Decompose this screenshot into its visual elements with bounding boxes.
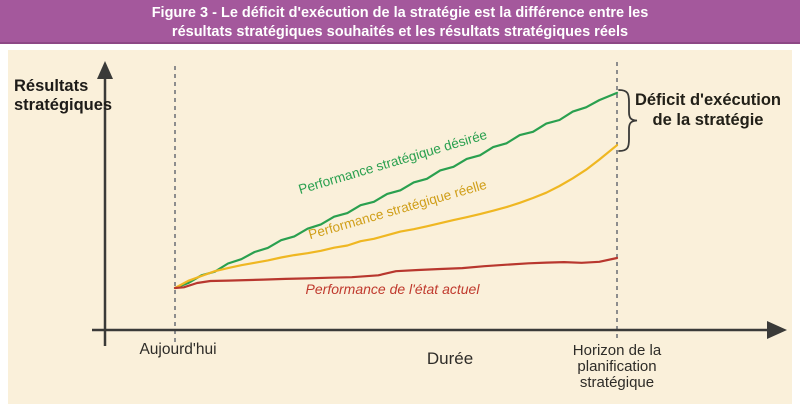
chart-background-panel [8,50,792,404]
label-etat-actuel: Performance de l'état actuel [305,281,480,297]
x-axis-label-horizon-line3: stratégique [579,374,655,391]
curve-series-1 [173,91,619,290]
x-axis-label-horizon-line1: Horizon de la [572,342,662,359]
x-axis-label-today: Aujourd'hui [139,341,217,358]
y-axis-title-line1: Résultats [14,77,89,95]
y-axis-title: Résultats stratégiques [14,77,112,115]
x-axis-title-duration: Durée [426,349,474,368]
deficit-brace-icon [618,89,638,152]
x-axis-arrowhead-icon [767,321,787,339]
deficit-annotation: Déficit d'exécution de la stratégie [628,90,788,130]
figure-title-banner: Figure 3 - Le déficit d'exécution de la … [0,0,800,44]
y-axis-arrowhead-icon [97,61,113,79]
deficit-annotation-line2: de la stratégie [652,111,764,129]
curve-series-3 [173,256,619,290]
deficit-annotation-line1: Déficit d'exécution [634,91,782,109]
x-axis-label-horizon-line2: planification [577,358,657,375]
figure-title-line1: Figure 3 - Le déficit d'exécution de la … [151,5,649,21]
curve-series-2 [173,144,619,290]
y-axis-title-line2: stratégiques [14,96,113,114]
x-axis-label-horizon: Horizon de la planification stratégique [547,343,687,391]
figure-title-line2: résultats stratégiques souhaités et les … [171,24,629,40]
